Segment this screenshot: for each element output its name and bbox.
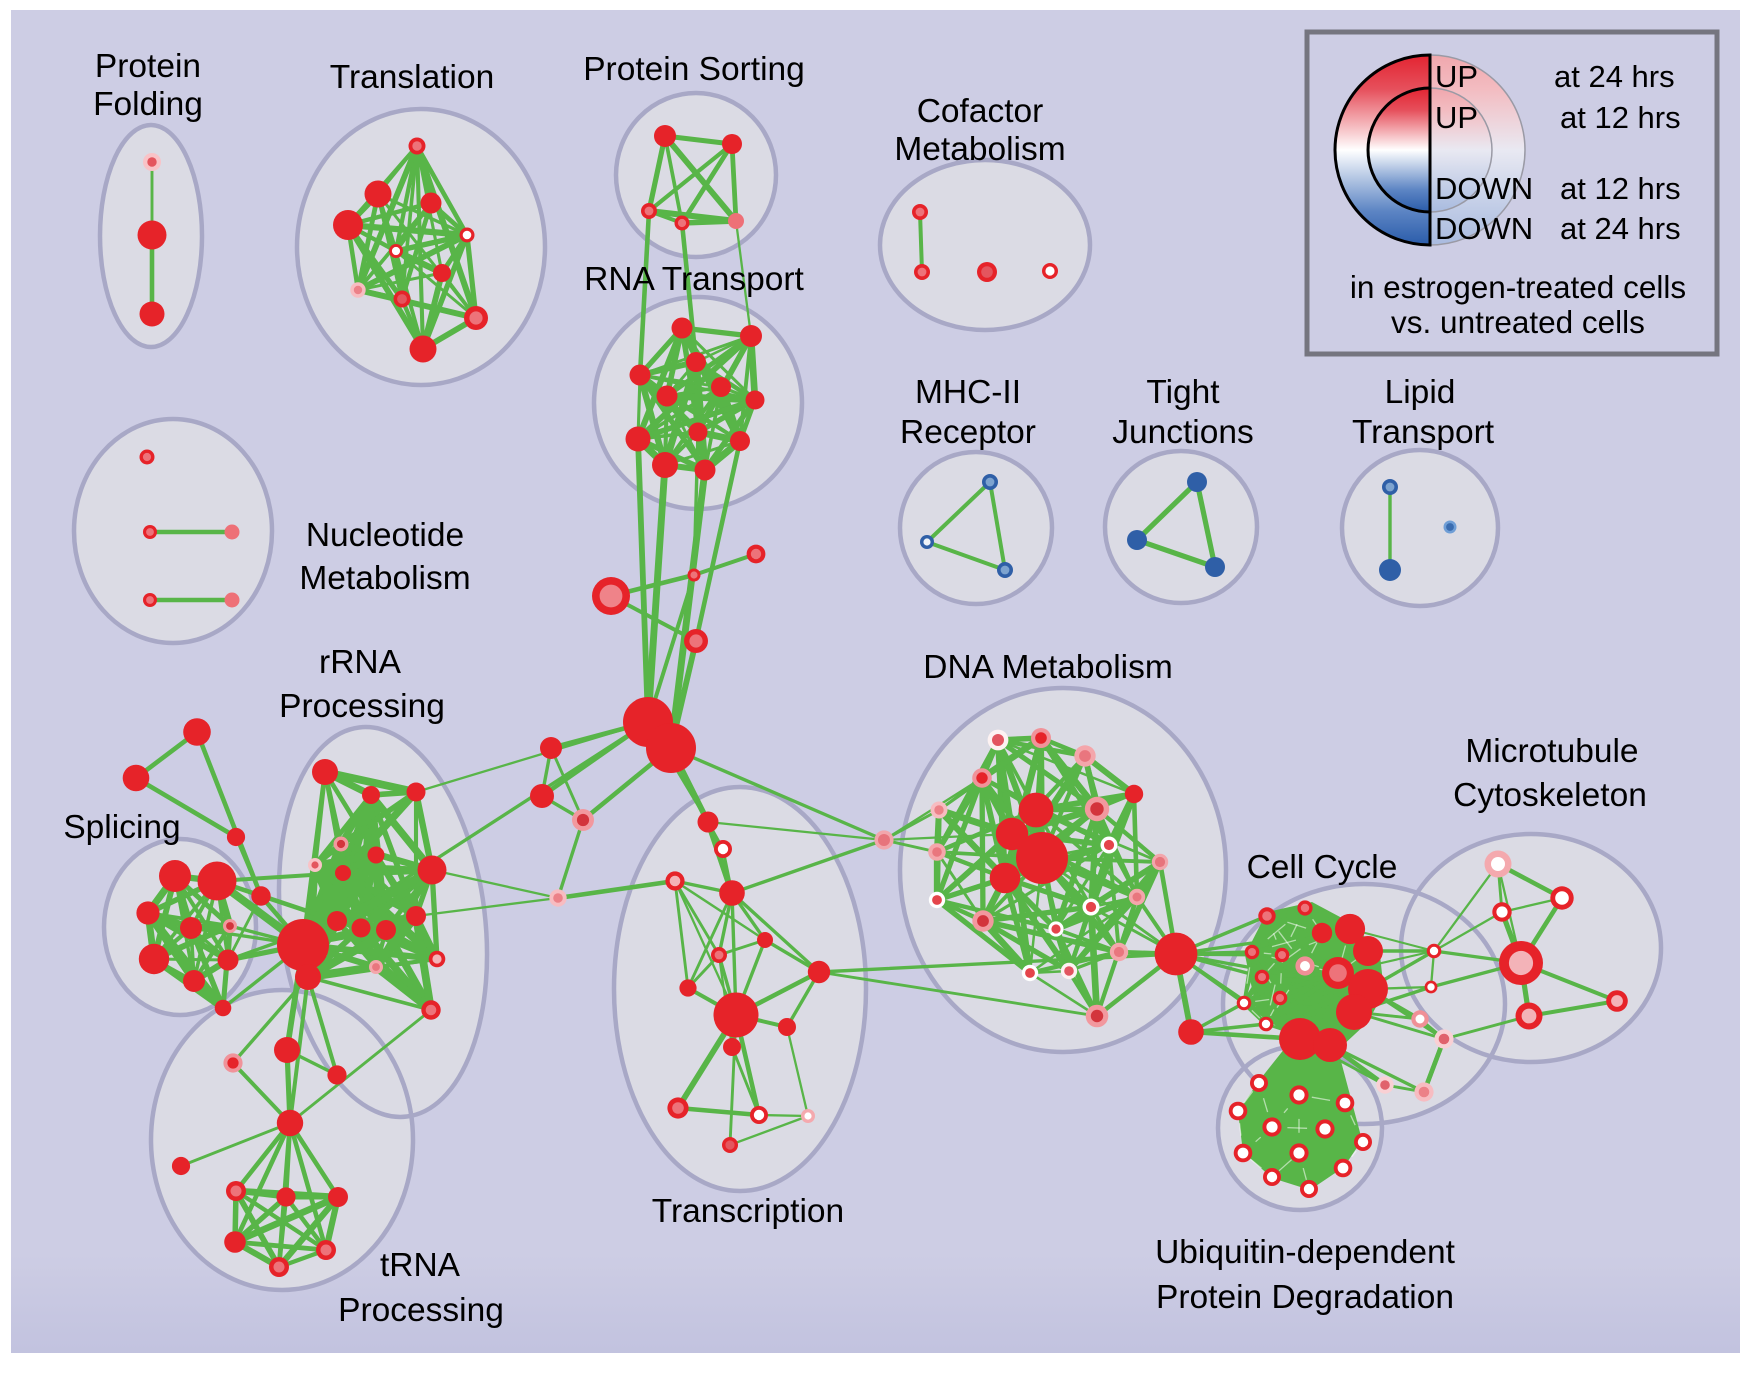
svg-text:rRNA: rRNA (319, 644, 402, 681)
svg-text:MHC-II: MHC-II (915, 374, 1021, 411)
svg-text:Protein: Protein (95, 48, 201, 85)
svg-text:Protein Degradation: Protein Degradation (1156, 1279, 1454, 1316)
svg-text:DNA Metabolism: DNA Metabolism (923, 649, 1172, 686)
svg-text:Metabolism: Metabolism (894, 131, 1065, 168)
svg-text:DOWN: DOWN (1435, 211, 1533, 246)
svg-text:Junctions: Junctions (1112, 414, 1254, 451)
svg-text:at 12 hrs: at 12 hrs (1560, 100, 1681, 135)
svg-text:Cytoskeleton: Cytoskeleton (1453, 777, 1647, 814)
svg-text:DOWN: DOWN (1435, 171, 1533, 206)
svg-text:tRNA: tRNA (380, 1247, 461, 1284)
svg-text:in estrogen-treated cells: in estrogen-treated cells (1350, 269, 1686, 305)
svg-text:Cofactor: Cofactor (917, 93, 1044, 130)
svg-text:RNA Transport: RNA Transport (584, 261, 804, 298)
svg-text:UP: UP (1435, 59, 1478, 94)
svg-text:Ubiquitin-dependent: Ubiquitin-dependent (1155, 1234, 1456, 1271)
svg-text:Processing: Processing (279, 688, 445, 725)
svg-text:Metabolism: Metabolism (299, 560, 470, 597)
svg-text:Splicing: Splicing (63, 809, 180, 846)
svg-text:Nucleotide: Nucleotide (306, 517, 464, 554)
svg-text:Translation: Translation (330, 59, 494, 96)
svg-text:Cell Cycle: Cell Cycle (1247, 849, 1398, 886)
svg-text:UP: UP (1435, 100, 1478, 135)
svg-text:Folding: Folding (93, 86, 203, 123)
svg-text:Receptor: Receptor (900, 414, 1036, 451)
svg-text:Transcription: Transcription (652, 1193, 844, 1230)
svg-text:vs. untreated cells: vs. untreated cells (1391, 304, 1645, 340)
svg-text:at 24 hrs: at 24 hrs (1554, 59, 1675, 94)
svg-text:at 12 hrs: at 12 hrs (1560, 171, 1681, 206)
svg-text:Processing: Processing (338, 1292, 504, 1329)
svg-text:Tight: Tight (1146, 374, 1220, 411)
svg-text:Microtubule: Microtubule (1465, 733, 1638, 770)
svg-text:Lipid: Lipid (1385, 374, 1456, 411)
svg-text:at 24 hrs: at 24 hrs (1560, 211, 1681, 246)
svg-text:Protein Sorting: Protein Sorting (583, 51, 805, 88)
svg-text:Transport: Transport (1352, 414, 1495, 451)
